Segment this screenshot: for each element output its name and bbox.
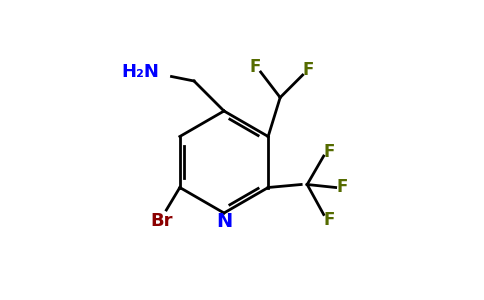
Text: F: F — [336, 178, 348, 196]
Text: F: F — [323, 211, 335, 229]
Text: H₂N: H₂N — [121, 63, 160, 81]
Text: F: F — [250, 58, 261, 76]
Text: Br: Br — [151, 212, 173, 230]
Text: F: F — [302, 61, 314, 79]
Text: N: N — [216, 212, 232, 231]
Text: F: F — [323, 143, 335, 161]
